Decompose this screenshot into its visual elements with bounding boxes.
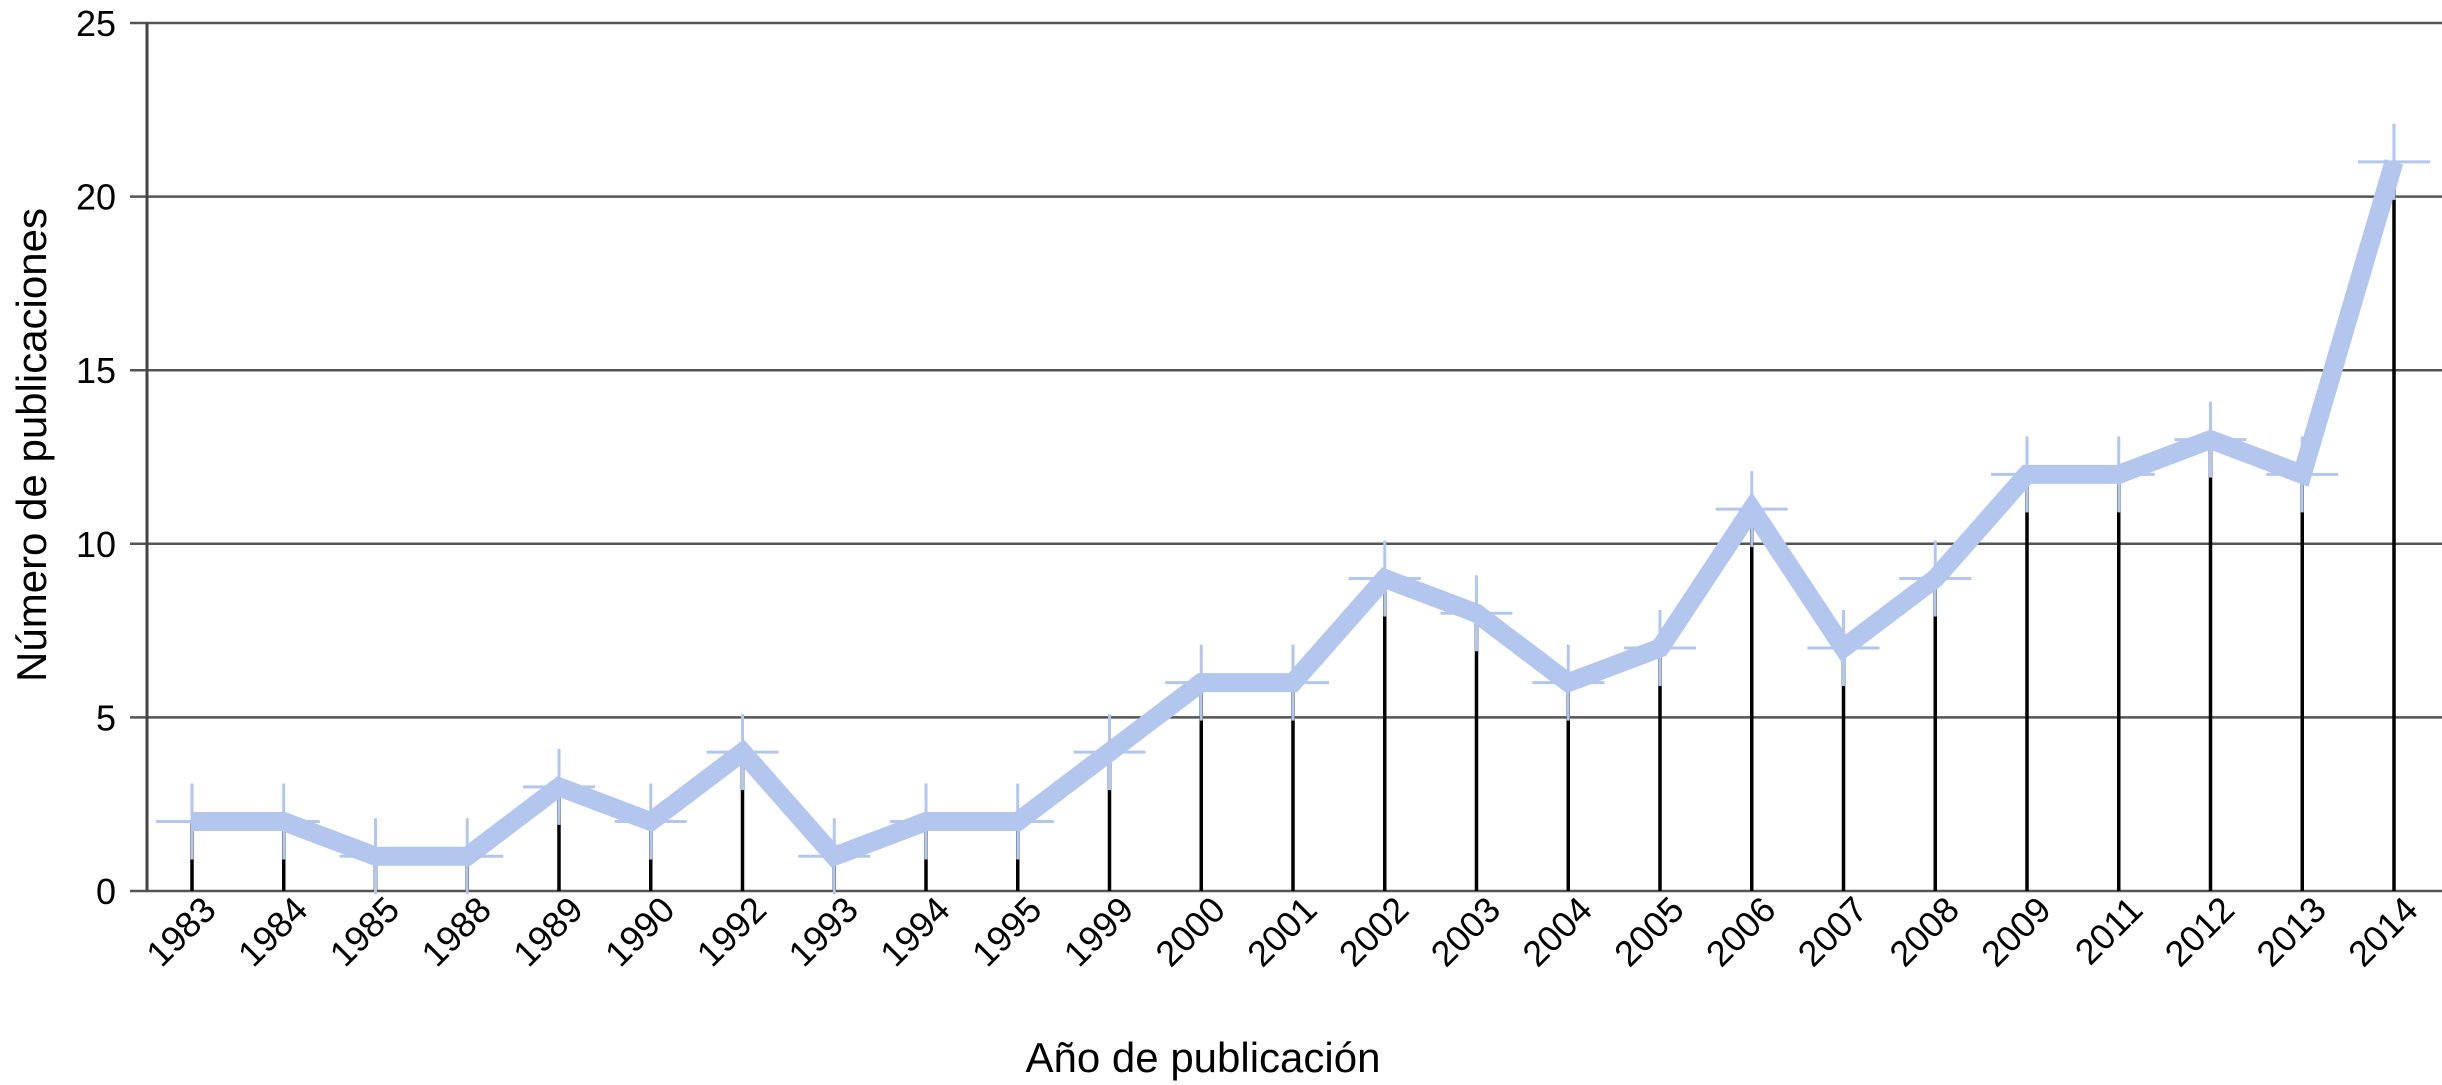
xtick-label: 2002	[1331, 889, 1417, 975]
ytick-label: 5	[96, 697, 116, 738]
x-tick-labels: 1983 1984 1985 1988 1989 1990 1992 1993 1994 1995…	[138, 889, 2426, 975]
xtick-label: 1990	[597, 889, 683, 975]
data-point-1984	[247, 783, 320, 860]
stem-lines	[190, 161, 2396, 891]
xtick-label: 2006	[1698, 889, 1784, 975]
ytick-label: 0	[96, 871, 116, 912]
data-point-1992	[706, 714, 779, 791]
xtick-label: 2013	[2248, 889, 2334, 975]
data-point-1985	[339, 818, 412, 895]
data-point-2001	[1257, 644, 1329, 721]
xtick-label: 2011	[2067, 889, 2151, 973]
ytick-label: 20	[76, 177, 116, 218]
xtick-label: 1995	[964, 889, 1050, 975]
data-point-1983	[156, 783, 228, 860]
x-axis-title: Año de publicación	[1026, 1034, 1381, 1081]
data-point-2013	[2266, 436, 2339, 513]
data-point-2011	[2082, 436, 2155, 513]
data-point-2012	[2174, 401, 2247, 478]
xtick-label: 1999	[1056, 889, 1142, 975]
xtick-label: 2001	[1239, 889, 1325, 975]
data-point-2005	[1624, 609, 1696, 686]
data-point-2006	[1715, 471, 1788, 548]
data-point-2008	[1899, 540, 1972, 617]
xtick-label: 1984	[230, 889, 316, 975]
data-point-1999	[1073, 714, 1146, 791]
data-point-2009	[1991, 436, 2063, 513]
xtick-label: 2014	[2340, 889, 2426, 975]
data-point-2007	[1807, 609, 1880, 686]
xtick-label: 2009	[1973, 889, 2059, 975]
y-tick-labels: 0 5 10 15 20 25	[76, 3, 116, 912]
grid-lines	[130, 21, 2442, 893]
xtick-label: 1989	[505, 889, 591, 975]
data-point-1994	[890, 783, 962, 860]
y-axis-title: Número de publicaciones	[8, 208, 55, 682]
xtick-label: 2008	[1881, 889, 1967, 975]
xtick-label: 1983	[138, 889, 224, 975]
data-point-2003	[1440, 575, 1513, 652]
xtick-label: 2000	[1147, 889, 1233, 975]
xtick-label: 2004	[1514, 889, 1600, 975]
markers	[156, 123, 2430, 895]
data-point-2002	[1348, 540, 1421, 617]
data-point-2004	[1532, 644, 1605, 721]
xtick-label: 1985	[322, 889, 408, 975]
data-point-1993	[798, 818, 871, 895]
data-point-2000	[1165, 644, 1238, 721]
xtick-label: 1992	[689, 889, 775, 975]
xtick-label: 2007	[1790, 889, 1876, 975]
xtick-label: 2003	[1423, 889, 1509, 975]
data-point-1988	[431, 818, 504, 895]
data-point-1995	[981, 783, 1054, 860]
xtick-label: 2012	[2157, 889, 2243, 975]
data-point-1989	[523, 748, 595, 825]
xtick-label: 1988	[413, 889, 499, 975]
xtick-label: 1994	[872, 889, 958, 975]
ytick-label: 25	[76, 3, 116, 44]
data-point-2014	[2358, 123, 2430, 200]
ytick-label: 15	[76, 350, 116, 391]
data-point-1990	[614, 783, 687, 860]
xtick-label: 1993	[780, 889, 866, 975]
ytick-label: 10	[76, 524, 116, 565]
xtick-label: 2005	[1606, 889, 1692, 975]
